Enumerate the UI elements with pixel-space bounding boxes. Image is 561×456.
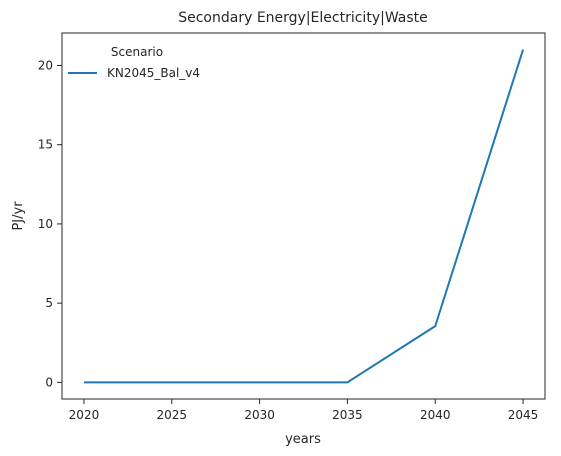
y-axis-label: PJ/yr (11, 201, 26, 231)
y-tick-label: 15 (38, 138, 53, 152)
x-axis-label: years (285, 432, 321, 447)
y-tick-label: 0 (45, 375, 53, 389)
plot-area (61, 32, 546, 400)
x-tick-label: 2025 (156, 408, 187, 422)
y-tick-label: 20 (38, 58, 53, 72)
series-layer (83, 49, 524, 384)
y-tick-label: 10 (38, 217, 53, 231)
y-tick-label: 5 (45, 296, 53, 310)
x-tick-label: 2020 (69, 408, 100, 422)
series-line-0 (83, 49, 524, 384)
chart-title: Secondary Energy|Electricity|Waste (178, 10, 428, 26)
y-axis: 0 5 10 15 20 (38, 58, 62, 389)
x-tick-label: 2035 (332, 408, 363, 422)
legend: Scenario KN2045_Bal_v4 (68, 45, 200, 80)
x-tick-label: 2045 (508, 408, 539, 422)
x-tick-label: 2040 (420, 408, 451, 422)
legend-title: Scenario (111, 45, 163, 59)
x-axis: 2020 2025 2030 2035 2040 2045 (69, 399, 539, 422)
x-tick-label: 2030 (244, 408, 275, 422)
plot-frame (61, 32, 546, 400)
legend-entry-label: KN2045_Bal_v4 (107, 66, 200, 80)
